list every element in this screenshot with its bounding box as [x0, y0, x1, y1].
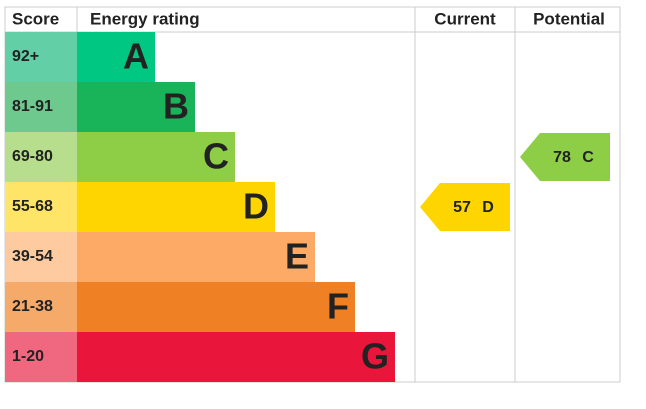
rating-letter: G	[361, 336, 389, 377]
rating-value: 78	[553, 149, 571, 166]
score-label: 92+	[12, 48, 39, 65]
header: Potential	[533, 9, 605, 28]
rating-bar	[77, 82, 195, 132]
header: Current	[434, 9, 496, 28]
rating-arrow	[520, 133, 610, 181]
rating-bar	[77, 182, 275, 232]
header: Score	[12, 9, 59, 28]
rating-bar	[77, 282, 355, 332]
score-cell	[5, 132, 77, 182]
score-cell	[5, 232, 77, 282]
score-cell	[5, 32, 77, 82]
rating-value-letter: D	[482, 199, 494, 216]
rating-value: 57	[453, 199, 471, 216]
score-cell	[5, 282, 77, 332]
rating-arrow	[420, 183, 510, 231]
score-label: 55-68	[12, 198, 53, 215]
score-label: 21-38	[12, 298, 53, 315]
rating-letter: F	[327, 286, 349, 327]
rating-letter: B	[163, 86, 189, 127]
rating-letter: A	[123, 36, 149, 77]
rating-bar	[77, 232, 315, 282]
rating-letter: D	[243, 186, 269, 227]
score-cell	[5, 182, 77, 232]
score-label: 1-20	[12, 348, 44, 365]
rating-bar	[77, 332, 395, 382]
score-cell	[5, 82, 77, 132]
rating-letter: E	[285, 236, 309, 277]
score-label: 69-80	[12, 148, 53, 165]
rating-value-letter: C	[582, 149, 594, 166]
score-cell	[5, 332, 77, 382]
score-label: 39-54	[12, 248, 53, 265]
rating-bar	[77, 132, 235, 182]
score-label: 81-91	[12, 98, 53, 115]
header: Energy rating	[90, 9, 200, 28]
rating-bar	[77, 32, 155, 82]
rating-letter: C	[203, 136, 229, 177]
